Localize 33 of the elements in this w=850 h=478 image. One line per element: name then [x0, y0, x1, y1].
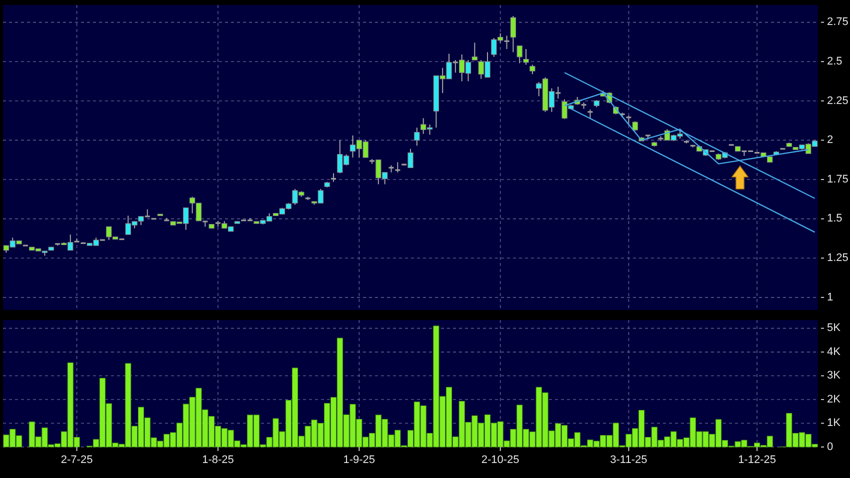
candlestick	[586, 109, 594, 120]
x-tick-label: 2-7-25	[60, 454, 93, 466]
candlestick	[510, 16, 516, 53]
y-tick-label: 2	[827, 134, 834, 146]
y-tick-label: 4K	[827, 346, 842, 358]
y-tick-label: 2.25	[827, 94, 848, 107]
y-tick-label: 1.5	[827, 212, 842, 225]
y-tick-label: 1	[827, 291, 834, 304]
candlestick	[394, 162, 401, 173]
candlestick	[452, 60, 459, 74]
candlestick	[472, 42, 478, 61]
y-tick-label: 5K	[827, 322, 842, 334]
y-tick-label: 1.25	[827, 252, 848, 264]
candlestick	[503, 35, 510, 50]
y-tick-label: 1K	[827, 417, 842, 430]
x-tick-label: 1-9-25	[343, 454, 376, 466]
x-tick-label: 1-8-25	[202, 454, 234, 466]
y-tick-label: 3K	[827, 370, 842, 382]
candlestick	[516, 45, 522, 64]
candlestick	[408, 148, 414, 168]
x-tick-label: 2-10-25	[481, 454, 520, 466]
x-tick-label: 1-12-25	[738, 454, 776, 466]
y-tick-label: 1.75	[827, 173, 848, 186]
y-tick-label: 2K	[827, 393, 842, 406]
candlestick	[414, 127, 420, 146]
candlestick	[632, 120, 638, 132]
x-tick-label: 3-11-25	[610, 454, 648, 466]
candlestick	[554, 86, 562, 100]
candlestick	[523, 48, 529, 66]
candlestick	[530, 64, 536, 75]
y-tick-label: 0	[827, 440, 834, 453]
y-tick-label: 2.75	[827, 16, 848, 28]
y-tick-label: 2.5	[827, 56, 842, 68]
